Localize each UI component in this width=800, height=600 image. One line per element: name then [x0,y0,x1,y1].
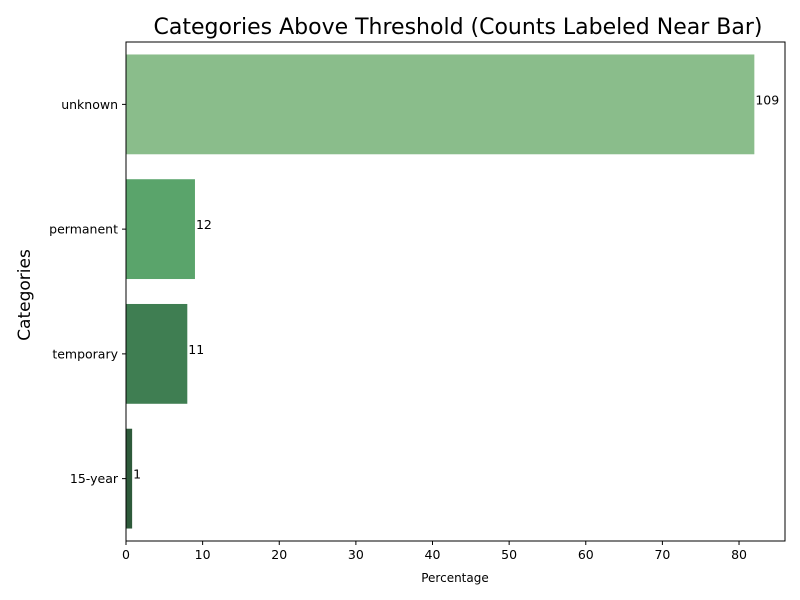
x-axis-label: Percentage [421,571,489,585]
bar-count-label: 109 [755,92,779,107]
bar-count-label: 11 [188,342,204,357]
chart-title: Categories Above Threshold (Counts Label… [154,15,763,40]
bar-permanent [126,179,195,280]
x-tick-label: 60 [578,547,594,562]
bar-temporary [126,303,188,404]
x-tick-label: 10 [195,547,211,562]
bar-count-label: 12 [196,217,212,232]
bar-unknown [126,54,755,155]
x-tick-label: 40 [425,547,441,562]
y-tick-label: temporary [52,346,118,361]
spines [125,41,786,542]
y-tick-label: 15-year [70,471,119,486]
x-tick-label: 70 [654,547,670,562]
y-axis-label: Categories [15,249,35,341]
bar-count-label: 1 [133,467,141,482]
bars-layer [126,54,755,529]
x-axis: 0 10 20 30 40 50 60 70 80 [122,541,747,562]
plot-frame [125,41,786,542]
y-tick-label: permanent [49,222,118,237]
x-tick-label: 30 [348,547,364,562]
x-tick-label: 80 [731,547,747,562]
x-tick-label: 50 [501,547,517,562]
x-tick-label: 20 [271,547,287,562]
y-tick-label: unknown [61,97,118,112]
x-tick-label: 0 [122,547,130,562]
y-axis: unknown permanent temporary 15-year [49,97,126,486]
bar-15-year [126,428,133,529]
